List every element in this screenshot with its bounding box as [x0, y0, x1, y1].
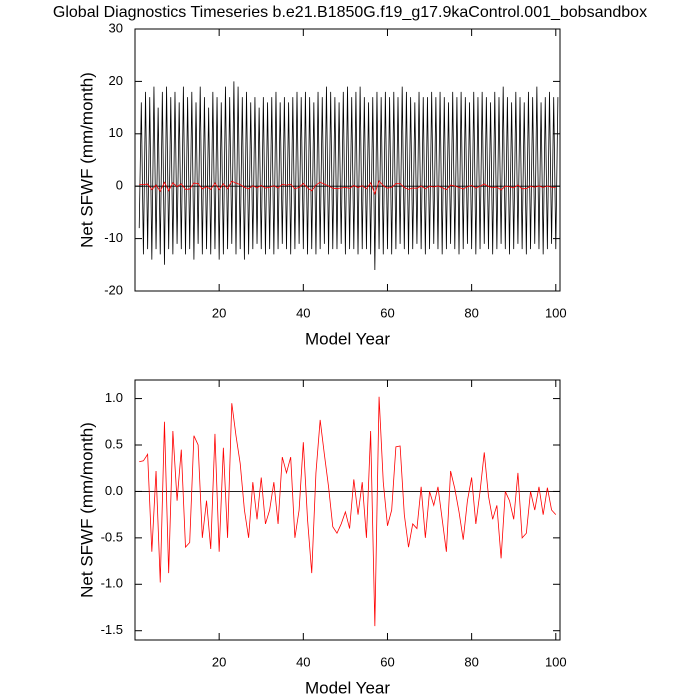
series-line — [138, 81, 559, 271]
y-tick-label: -10 — [104, 230, 123, 245]
y-tick-label: -20 — [104, 282, 123, 297]
plot-frame — [134, 28, 561, 292]
y-axis-label: Net SFWF (mm/month) — [77, 422, 96, 598]
y-axis-label: Net SFWF (mm/month) — [77, 72, 96, 248]
x-tick-label: 60 — [380, 305, 394, 320]
x-axis-label: Model Year — [305, 678, 390, 697]
x-tick-label: 40 — [296, 305, 310, 320]
x-tick-label: 20 — [212, 305, 226, 320]
y-tick-label: 1.0 — [105, 390, 123, 405]
y-tick-label: -0.5 — [101, 529, 123, 544]
x-tick-label: 100 — [545, 654, 567, 669]
series-line — [139, 396, 557, 627]
y-tick-label: 30 — [109, 20, 123, 35]
plot-frame — [134, 379, 561, 641]
x-tick-label: 80 — [464, 654, 478, 669]
y-tick-label: 0 — [116, 178, 123, 193]
x-tick-label: 40 — [296, 654, 310, 669]
series-line — [139, 180, 556, 195]
y-tick-label: -1.5 — [101, 622, 123, 637]
y-tick-label: 0.5 — [105, 436, 123, 451]
y-tick-label: 0.0 — [105, 483, 123, 498]
y-tick-label: 10 — [109, 125, 123, 140]
x-tick-label: 100 — [545, 305, 567, 320]
x-tick-label: 20 — [212, 654, 226, 669]
y-tick-label: -1.0 — [101, 576, 123, 591]
x-axis-label: Model Year — [305, 329, 390, 348]
figure-title: Global Diagnostics Timeseries b.e21.B185… — [53, 4, 647, 21]
x-tick-label: 80 — [464, 305, 478, 320]
x-tick-label: 60 — [380, 654, 394, 669]
y-tick-label: 20 — [109, 73, 123, 88]
